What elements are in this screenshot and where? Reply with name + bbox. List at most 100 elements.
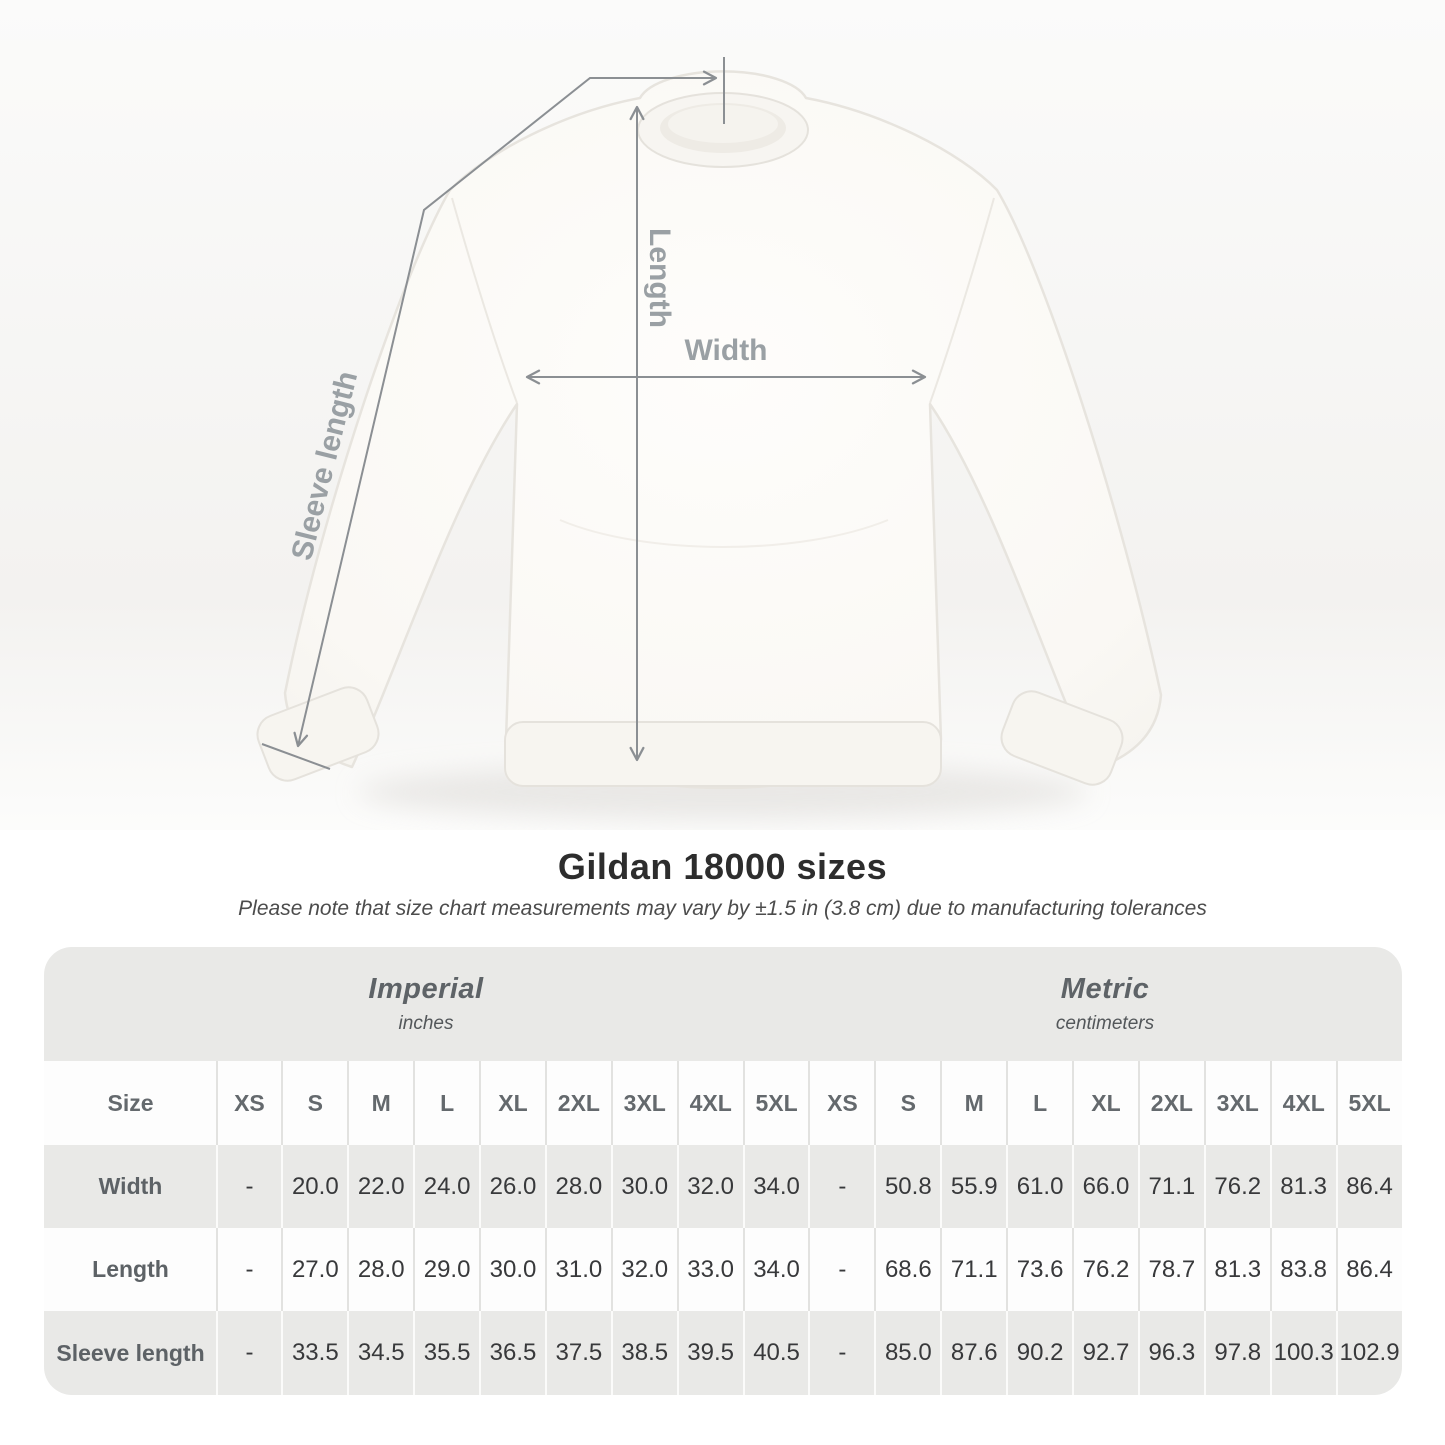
size-header-cell: 2XL (544, 1061, 611, 1145)
measurement-cell: 22.0 (347, 1145, 413, 1228)
measurement-cell: 86.4 (1335, 1228, 1402, 1311)
measurement-cell: 36.5 (479, 1311, 545, 1395)
measurement-cell: 33.0 (676, 1228, 743, 1311)
right-cuff (1000, 690, 1124, 786)
measurement-cell: 97.8 (1203, 1311, 1270, 1395)
measurement-cell: 32.0 (676, 1145, 743, 1228)
measurement-cell: 33.5 (281, 1311, 347, 1395)
size-header-cell: M (940, 1061, 1006, 1145)
imperial-title: Imperial (368, 973, 484, 1005)
metric-header: Metric centimeters (809, 947, 1402, 1061)
measurement-cell: - (808, 1311, 874, 1395)
size-header-cell: 4XL (676, 1061, 743, 1145)
measurement-cell: 34.0 (742, 1145, 809, 1228)
size-header-cell: 2XL (1137, 1061, 1204, 1145)
size-header-row: Size XS S M L XL 2XL 3XL 4XL 5XL XS S M L XL 2XL 3XL 4XL 5… (43, 1061, 1402, 1145)
size-header-cell: S (874, 1061, 940, 1145)
table-row: Length -27.0 28.0 29.0 30.0 31.0 32.0 33.0 34.0-… (43, 1228, 1402, 1311)
size-header-cell: 5XL (742, 1061, 809, 1145)
size-header-cell: 3XL (1203, 1061, 1270, 1145)
table-row: Sleeve length -33.5 34.5 35.5 36.5 37.5 38.5 39… (43, 1311, 1402, 1395)
tolerance-note: Please note that size chart measurements… (238, 897, 1207, 920)
dimension-lines (261, 57, 927, 770)
sweatshirt-diagram: Width Length Sleeve length (0, 0, 1445, 830)
measurement-cell: 102.9 (1335, 1311, 1402, 1395)
measurement-cell: 81.3 (1203, 1228, 1270, 1311)
measurement-cell: 100.3 (1269, 1311, 1336, 1395)
measurement-cell: 32.0 (610, 1228, 677, 1311)
cuff-tick (261, 743, 331, 770)
measurement-cell: 90.2 (1006, 1311, 1072, 1395)
size-header-cell: XS (215, 1061, 282, 1145)
size-header-cell: S (281, 1061, 347, 1145)
measurement-cell: 76.2 (1072, 1228, 1138, 1311)
measurement-cell: 61.0 (1006, 1145, 1072, 1228)
measurement-cell: 68.6 (874, 1228, 940, 1311)
measurement-cell: 38.5 (610, 1311, 677, 1395)
measurement-cell: 40.5 (742, 1311, 809, 1395)
imperial-header: Imperial inches (44, 947, 809, 1061)
measurement-cell: 28.0 (544, 1145, 611, 1228)
measurement-cell: 50.8 (874, 1145, 940, 1228)
measurement-cell: 92.7 (1072, 1311, 1138, 1395)
measurement-cell: 28.0 (347, 1228, 413, 1311)
row-label: Length (92, 1256, 169, 1282)
imperial-unit: inches (398, 1013, 454, 1034)
measurement-cell: - (215, 1311, 282, 1395)
right-armhole-seam (929, 197, 995, 404)
measurement-cell: 96.3 (1137, 1311, 1204, 1395)
measurement-cell: 26.0 (479, 1145, 545, 1228)
metric-title: Metric (1060, 973, 1150, 1005)
width-label: Width (684, 334, 767, 367)
hem-band (504, 721, 942, 787)
metric-unit: centimeters (1055, 1013, 1155, 1034)
row-label: Size (107, 1089, 154, 1116)
measurement-cell: 81.3 (1269, 1145, 1336, 1228)
size-header-cell: 5XL (1335, 1061, 1402, 1145)
sleeve-dimension-line (293, 70, 718, 748)
unit-band: Imperial inches Metric centimeters (43, 947, 1402, 1061)
size-header-cell: XL (1072, 1061, 1138, 1145)
measurement-cell: - (215, 1228, 282, 1311)
measurement-cell: 20.0 (281, 1145, 347, 1228)
measurement-cell: 83.8 (1269, 1228, 1336, 1311)
size-header-cell: L (1006, 1061, 1072, 1145)
measurement-cell: 35.5 (413, 1311, 479, 1395)
size-header-cell: 4XL (1269, 1061, 1336, 1145)
measurement-cell: 31.0 (544, 1228, 611, 1311)
measurement-cell: 55.9 (940, 1145, 1006, 1228)
measurement-cell: 30.0 (479, 1228, 545, 1311)
measurement-cell: 86.4 (1335, 1145, 1402, 1228)
measurement-cell: 71.1 (940, 1228, 1006, 1311)
size-header-cell: XS (808, 1061, 874, 1145)
product-diagram: Width Length Sleeve length (0, 0, 1445, 830)
measurement-cell: 29.0 (413, 1228, 479, 1311)
measurement-cell: 34.5 (347, 1311, 413, 1395)
measurement-cell: 78.7 (1137, 1228, 1204, 1311)
size-header-cell: L (413, 1061, 479, 1145)
measurement-cell: - (215, 1145, 282, 1228)
measurement-cell: 34.0 (742, 1228, 809, 1311)
measurement-cell: - (808, 1145, 874, 1228)
measurement-cell: - (808, 1228, 874, 1311)
measurement-cell: 30.0 (610, 1145, 677, 1228)
size-header-cell: 3XL (610, 1061, 677, 1145)
measurement-cell: 73.6 (1006, 1228, 1072, 1311)
measurement-cell: 71.1 (1137, 1145, 1204, 1228)
measurement-cell: 76.2 (1203, 1145, 1270, 1228)
measurement-cell: 39.5 (676, 1311, 743, 1395)
page-title: Gildan 18000 sizes (557, 846, 888, 887)
measurement-cell: 24.0 (413, 1145, 479, 1228)
measurement-cell: 66.0 (1072, 1145, 1138, 1228)
row-label: Sleeve length (56, 1339, 205, 1366)
size-grid: Size XS S M L XL 2XL 3XL 4XL 5XL XS S M L XL 2XL 3XL 4XL 5… (43, 1061, 1402, 1395)
measurement-cell: 87.6 (940, 1311, 1006, 1395)
size-header-cell: M (347, 1061, 413, 1145)
measurement-cell: 27.0 (281, 1228, 347, 1311)
measurement-cell: 37.5 (544, 1311, 611, 1395)
table-row: Width -20.0 22.0 24.0 26.0 28.0 30.0 32.0 34.0-5… (43, 1145, 1402, 1228)
measurement-cell: 85.0 (874, 1311, 940, 1395)
size-header-cell: XL (479, 1061, 545, 1145)
row-label: Width (98, 1173, 163, 1199)
